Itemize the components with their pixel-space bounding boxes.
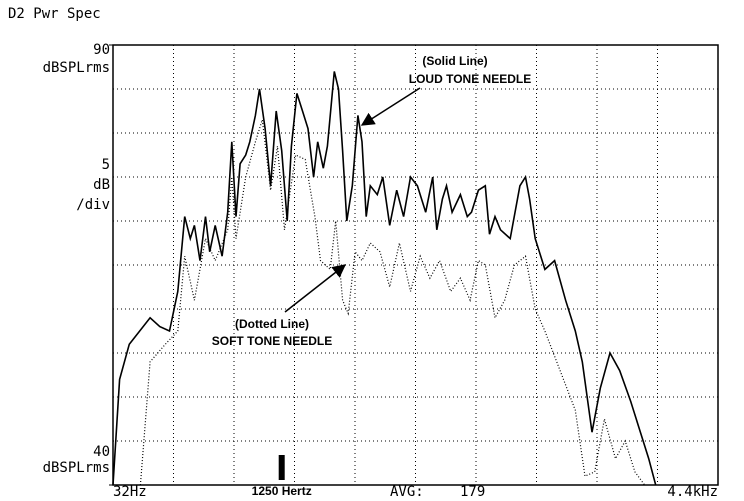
spectrum-line [112,71,657,486]
y-unit-bottom: dBSPLrms [43,460,110,476]
chart-title: D2 Pwr Spec [8,6,101,22]
arrow [284,264,347,313]
x-tick-label: 32Hz [113,484,147,500]
arrow [360,87,421,126]
y-tick-label: 40 [93,444,110,460]
scale-suffix: /div [76,197,110,213]
annotation: LOUD TONE NEEDLE [409,72,531,86]
annotation: SOFT TONE NEEDLE [212,334,332,348]
y-tick-label: 90 [93,42,110,58]
spectrum-line [139,119,646,486]
scale-per-div: 5 [102,157,110,173]
annotation: (Solid Line) [422,54,487,68]
avg-label: AVG: [390,484,424,500]
freq-marker-label: 1250 Hertz [252,484,312,498]
x-tick-label: 4.4kHz [667,484,718,500]
annotation: (Dotted Line) [235,317,309,331]
y-unit-top: dBSPLrms [43,60,110,76]
scale-unit: dB [93,177,110,193]
avg-count: 179 [460,484,485,500]
freq-marker [278,455,285,480]
